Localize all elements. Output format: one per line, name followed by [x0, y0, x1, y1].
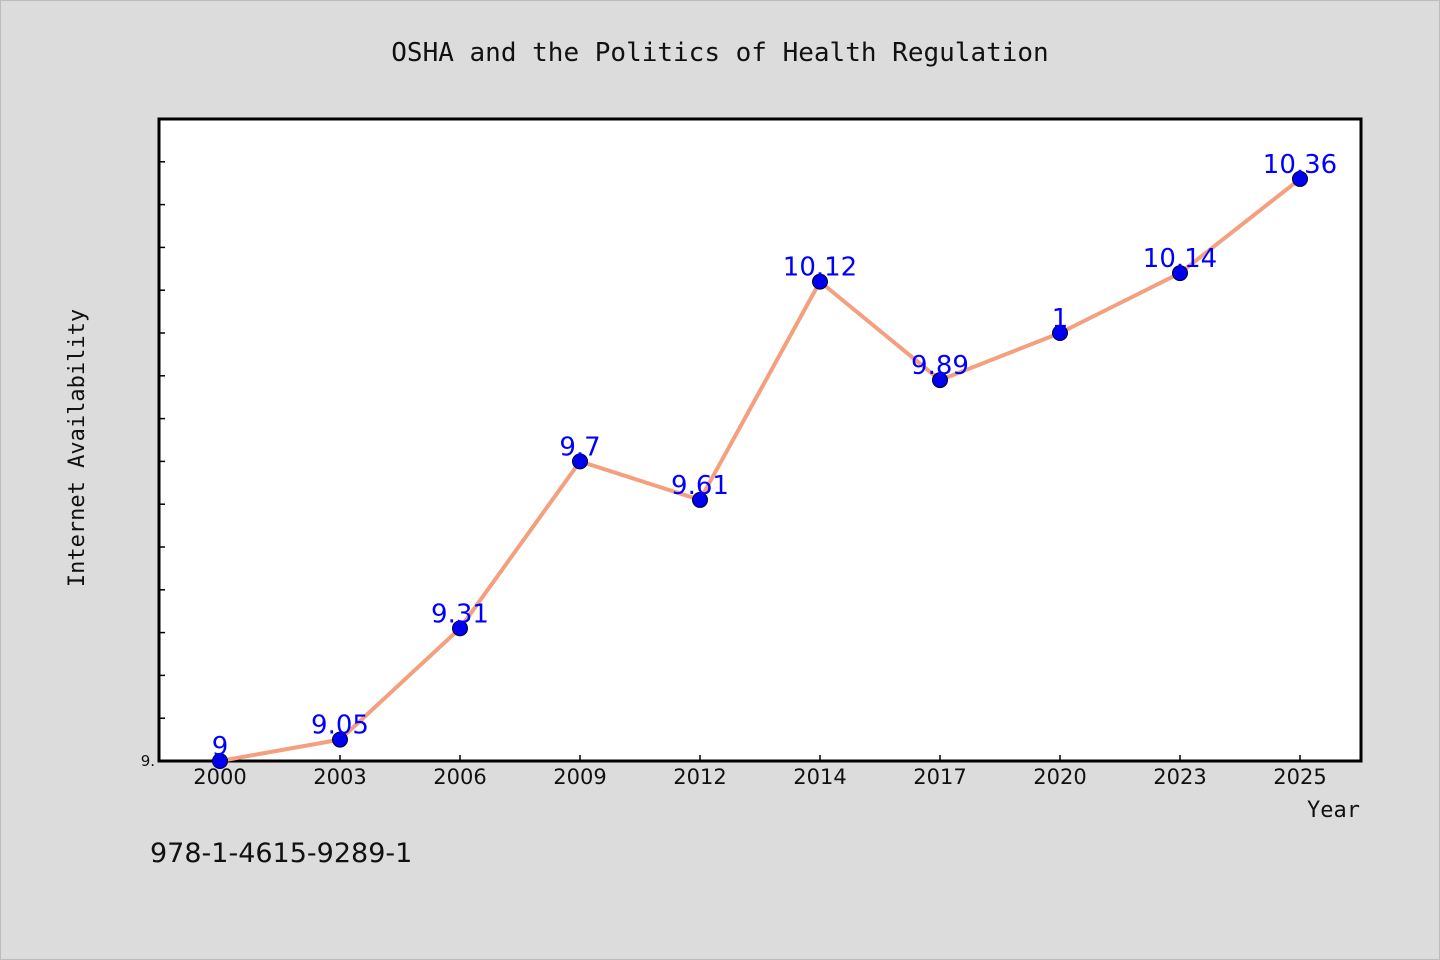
y-axis-label: Internet Availability — [65, 309, 90, 587]
data-point — [1172, 265, 1188, 282]
data-point — [932, 372, 948, 389]
data-label: 9.61 — [671, 471, 729, 501]
x-tick-label: 2006 — [433, 765, 486, 789]
data-point — [212, 753, 228, 769]
x-axis-label: Year — [1307, 798, 1360, 823]
x-tick-label: 2014 — [793, 765, 846, 789]
x-tick-label: 2009 — [553, 765, 606, 789]
x-tick-label: 2017 — [913, 765, 966, 789]
x-tick-label: 2012 — [673, 765, 726, 789]
isbn-text: 978-1-4615-9289-1 — [150, 838, 412, 869]
data-label: 9.89 — [911, 351, 969, 381]
y-tick-label: 9. — [141, 752, 155, 770]
x-tick-label: 2025 — [1273, 765, 1326, 789]
chart-title: OSHA and the Politics of Health Regulati… — [391, 38, 1048, 68]
data-label: 10.36 — [1263, 150, 1337, 180]
data-label: 1 — [1052, 304, 1069, 334]
y-axis-ticks: 9. — [141, 118, 165, 770]
data-point — [452, 620, 468, 637]
data-point — [812, 273, 828, 290]
x-tick-label: 2020 — [1033, 765, 1086, 789]
data-labels: 9 9.05 9.31 9.7 9.61 10.12 9.89 1 10.14 10.36 — [212, 150, 1337, 762]
x-tick-label: 2003 — [313, 765, 366, 789]
plot-area — [157, 117, 1363, 763]
data-series — [212, 170, 1308, 769]
series-line — [219, 177, 1302, 763]
data-label: 9.31 — [431, 599, 489, 629]
data-point — [572, 453, 588, 470]
data-label: 9 — [212, 732, 229, 762]
data-point — [1052, 325, 1068, 341]
x-tick-label: 2023 — [1153, 765, 1206, 789]
data-point — [1292, 170, 1308, 187]
data-label: 9.05 — [311, 711, 369, 741]
data-label: 9.7 — [559, 432, 600, 462]
data-label: 10.14 — [1143, 244, 1217, 274]
data-point — [332, 731, 348, 748]
data-label: 10.12 — [783, 253, 857, 283]
data-point — [692, 491, 708, 508]
